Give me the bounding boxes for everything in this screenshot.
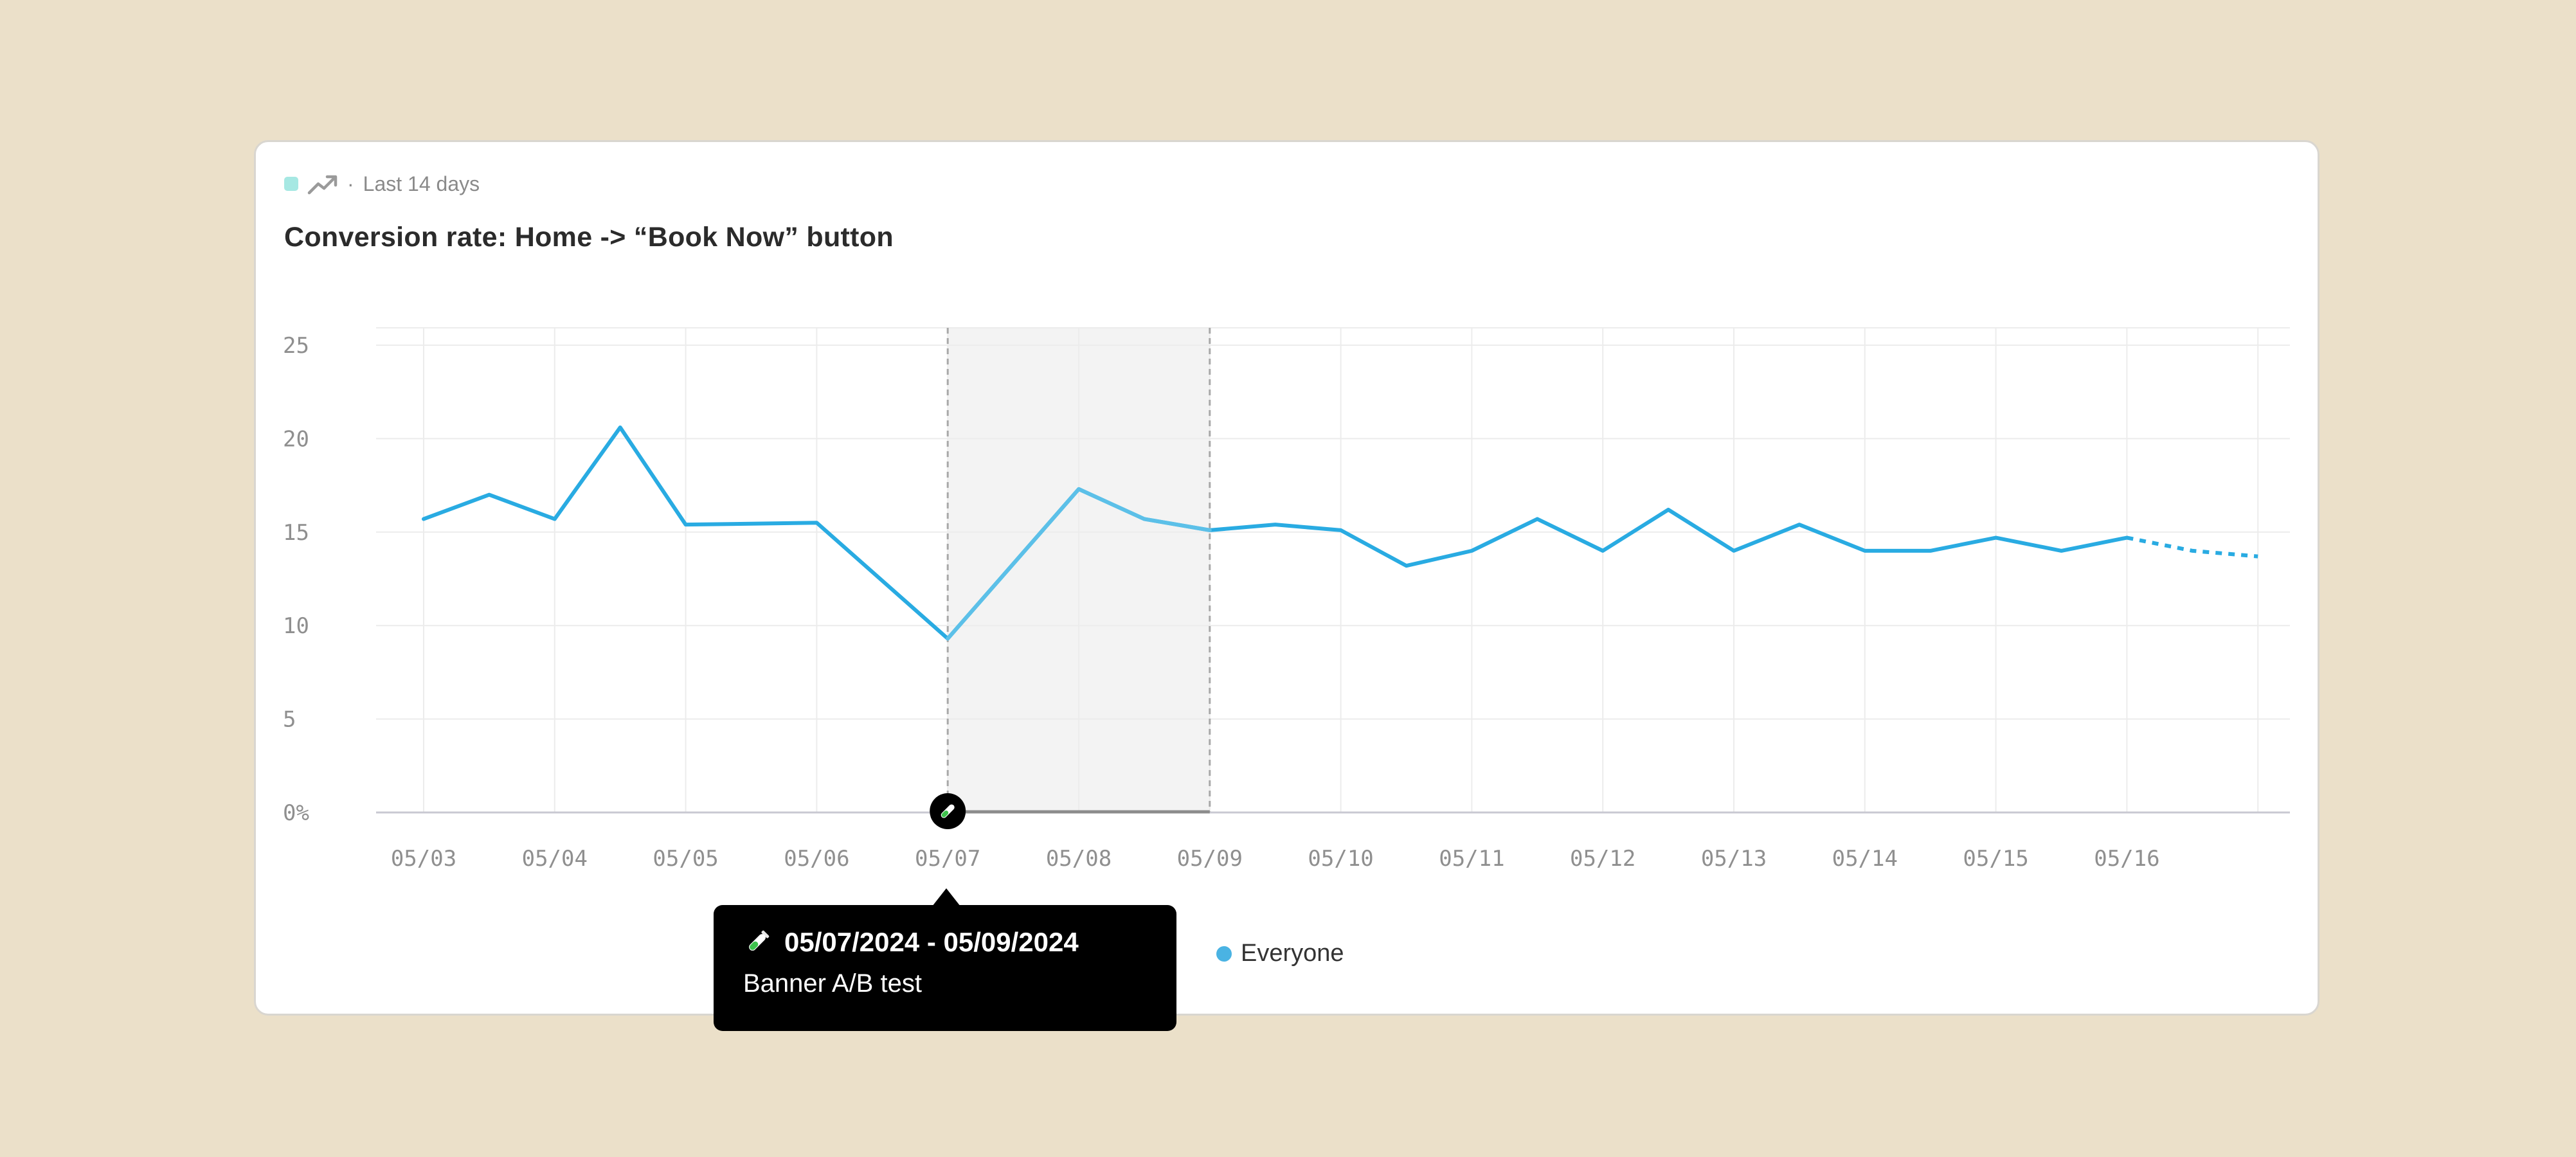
x-tick-label: 05/05: [653, 846, 718, 872]
series-line-everyone: [422, 425, 2129, 641]
x-tick-label: 05/03: [391, 846, 456, 872]
x-tick-label: 05/10: [1308, 846, 1373, 872]
annotation-note: Banner A/B test: [743, 969, 922, 998]
x-tick-label: 05/07: [915, 846, 980, 872]
legend-dot: [1216, 946, 1232, 962]
series-line-in-annotation: [946, 487, 1212, 641]
x-tick-label: 05/06: [784, 846, 849, 872]
legend-label: Everyone: [1241, 940, 1344, 967]
y-tick-label: 15: [283, 520, 309, 546]
annotation-date-range: 05/07/2024 - 05/09/2024: [784, 927, 1079, 957]
period-label: Last 14 days: [363, 172, 480, 195]
y-tick-label: 0%: [283, 800, 309, 826]
chart-title: Conversion rate: Home -> “Book Now” butt…: [284, 222, 894, 253]
x-tick-label: 05/08: [1046, 846, 1112, 872]
x-tick-label: 05/11: [1439, 846, 1504, 872]
x-tick-label: 05/16: [2094, 846, 2159, 872]
x-tick-label: 05/15: [1963, 846, 2028, 872]
series-color-swatch: [284, 177, 298, 191]
chart-card: [254, 140, 2319, 1016]
x-tick-label: 05/14: [1832, 846, 1898, 872]
x-tick-label: 05/04: [522, 846, 588, 872]
y-tick-label: 20: [283, 426, 309, 452]
x-tick-label: 05/12: [1570, 846, 1635, 872]
trending-up-icon: [307, 175, 338, 195]
x-tick-label: 05/09: [1177, 846, 1243, 872]
x-tick-label: 05/13: [1701, 846, 1767, 872]
meta-separator: ·: [347, 172, 354, 195]
y-tick-label: 5: [283, 707, 296, 733]
card-meta: · Last 14 days: [284, 171, 480, 197]
legend[interactable]: Everyone: [1216, 940, 1344, 967]
test-tube-icon: [941, 804, 955, 818]
y-tick-label: 25: [283, 333, 309, 359]
test-tube-icon: [749, 930, 770, 951]
annotation-tooltip: 05/07/2024 - 05/09/2024 Banner A/B test: [714, 888, 1176, 1031]
y-tick-label: 10: [283, 613, 309, 639]
series-forecast-everyone: [2126, 535, 2258, 559]
